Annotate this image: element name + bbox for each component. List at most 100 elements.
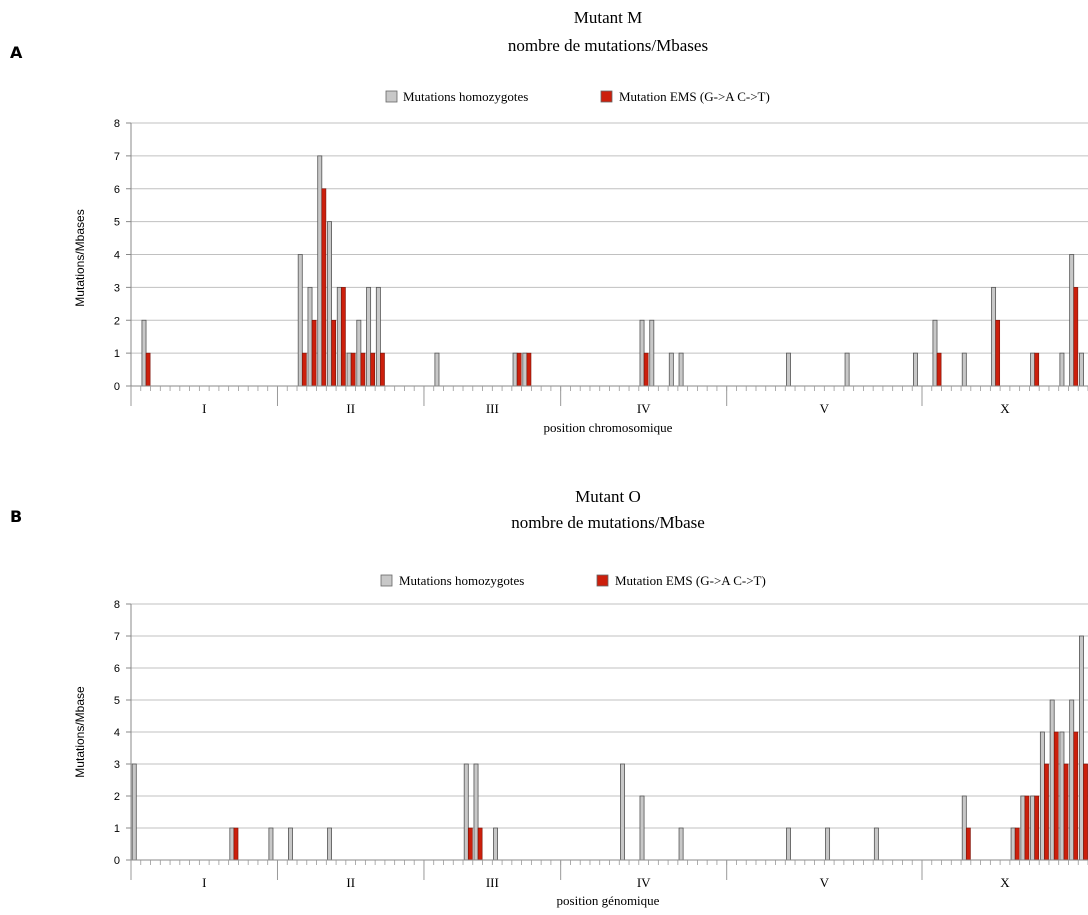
bar-homozygotes — [131, 763, 137, 861]
bar-ems — [350, 352, 356, 387]
y-tick-label: 5 — [114, 695, 120, 707]
bar-homozygotes — [961, 795, 967, 861]
y-tick-label: 1 — [114, 348, 120, 360]
bar-homozygotes — [844, 352, 850, 387]
legend-swatch-ems-a — [600, 90, 613, 103]
bar-homozygotes — [493, 827, 498, 861]
legend-swatch-homozygotes-a — [385, 90, 398, 103]
x-axis-title-a: position chromosomique — [544, 420, 673, 435]
x-axis-b: I II III IV V X — [130, 859, 1088, 890]
y-tick-label: 1 — [114, 823, 120, 835]
y-tick-label: 8 — [114, 599, 120, 611]
bar-ems — [380, 352, 385, 387]
y-tick-label: 0 — [114, 855, 120, 867]
chromosome-label: II — [346, 401, 355, 416]
bar-homozygotes — [522, 352, 528, 387]
legend-label-homozygotes-b: Mutations homozygotes — [399, 573, 524, 588]
chromosome-label: IV — [637, 401, 651, 416]
bar-ems — [1063, 763, 1069, 861]
bar-homozygotes — [1069, 699, 1075, 861]
bar-homozygotes — [1079, 352, 1084, 387]
y-axis-title-b: Mutations/Mbase — [73, 686, 87, 778]
bar-ems — [1014, 827, 1020, 861]
bar-homozygotes — [678, 352, 684, 387]
chromosome-label: X — [1000, 875, 1010, 890]
bar-homozygotes — [434, 352, 440, 387]
bar-homozygotes — [356, 319, 362, 387]
bar-ems — [966, 827, 971, 861]
chromosome-label: I — [202, 875, 206, 890]
y-tick-label: 3 — [114, 282, 120, 294]
bar-homozygotes — [873, 827, 879, 861]
chart-subtitle-a: nombre de mutations/Mbases — [508, 36, 708, 55]
bar-homozygotes — [1020, 795, 1026, 861]
bar-ems — [360, 352, 366, 387]
bar-homozygotes — [1059, 731, 1065, 861]
bar-ems — [467, 827, 473, 861]
y-tick-label: 6 — [114, 184, 120, 196]
y-tick-label: 4 — [114, 250, 120, 262]
bar-homozygotes — [463, 763, 469, 861]
x-axis-title-b: position génomique — [557, 893, 660, 908]
bars-a — [141, 155, 1084, 387]
chart-subtitle-b: nombre de mutations/Mbase — [511, 513, 705, 532]
bar-ems — [233, 827, 239, 861]
bar-homozygotes — [229, 827, 235, 861]
bar-ems — [301, 352, 307, 387]
bar-homozygotes — [1049, 699, 1055, 861]
chromosome-label: III — [486, 875, 499, 890]
y-tick-label: 8 — [114, 118, 120, 130]
y-axis-title-a: Mutations/Mbases — [73, 209, 87, 306]
bar-ems — [1044, 763, 1049, 861]
bar-ems — [936, 352, 942, 387]
bar-homozygotes — [1010, 827, 1016, 861]
bar-homozygotes — [932, 319, 938, 387]
bar-ems — [643, 352, 649, 387]
bar-homozygotes — [639, 795, 645, 861]
bar-homozygotes — [991, 286, 997, 387]
bar-ems — [370, 352, 376, 387]
bar-homozygotes — [786, 352, 791, 387]
legend-a: Mutations homozygotes Mutation EMS (G->A… — [385, 89, 770, 104]
bar-ems — [1083, 763, 1088, 861]
panel-a: A Mutant M nombre de mutations/Mbases Mu… — [10, 8, 1088, 435]
bar-homozygotes — [317, 155, 323, 387]
bar-ems — [1053, 731, 1059, 861]
bar-ems — [145, 352, 151, 387]
y-tick-label: 6 — [114, 663, 120, 675]
bar-homozygotes — [336, 286, 342, 387]
chromosome-label: IV — [637, 875, 651, 890]
bars-b — [131, 635, 1088, 861]
bar-homozygotes — [512, 352, 518, 387]
chart-title-b: Mutant O — [575, 487, 641, 506]
bar-ems — [321, 188, 327, 387]
x-axis-a: I II III IV V X — [130, 385, 1088, 416]
bar-homozygotes — [327, 221, 332, 387]
bar-homozygotes — [668, 352, 674, 387]
bar-homozygotes — [912, 352, 918, 387]
chromosome-label: V — [820, 875, 830, 890]
y-tick-label: 5 — [114, 217, 120, 229]
bar-homozygotes — [288, 827, 293, 861]
legend-swatch-ems-b — [596, 574, 609, 587]
y-tick-label: 3 — [114, 759, 120, 771]
chart-title-a: Mutant M — [574, 8, 642, 27]
y-tick-label: 7 — [114, 151, 120, 163]
bar-homozygotes — [1079, 635, 1084, 861]
bar-ems — [516, 352, 522, 387]
bar-homozygotes — [1069, 254, 1075, 387]
bar-ems — [1034, 795, 1040, 861]
chromosome-label: III — [486, 401, 499, 416]
bar-homozygotes — [141, 319, 147, 387]
bar-homozygotes — [620, 763, 625, 861]
legend-swatch-homozygotes-b — [380, 574, 393, 587]
bar-homozygotes — [649, 319, 655, 387]
panel-letter-a: A — [10, 43, 23, 62]
panel-letter-b: B — [10, 507, 22, 526]
y-tick-labels-b: 0 1 2 3 4 5 6 7 8 — [114, 599, 120, 867]
bar-homozygotes — [307, 286, 313, 387]
bar-homozygotes — [346, 352, 352, 387]
y-tick-labels-a: 0 1 2 3 4 5 6 7 8 — [114, 118, 120, 393]
legend-label-homozygotes-a: Mutations homozygotes — [403, 89, 528, 104]
